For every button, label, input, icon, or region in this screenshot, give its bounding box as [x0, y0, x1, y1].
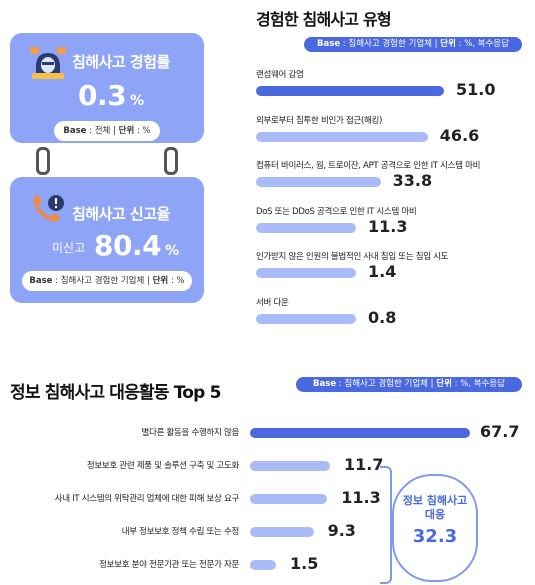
response-activity-label: 정보보호 분야 전문기관 또는 전문가 자문 [99, 560, 239, 570]
experience-rate-title: 침해사고 경험률 [72, 53, 170, 71]
response-activity-bar [250, 560, 276, 570]
incident-type-base-tag: Base : 침해사고 경험한 기업체 | 단위 : %, 복수응답 [304, 37, 522, 52]
incident-type-value: 0.8 [368, 307, 397, 327]
incident-type-bar [256, 313, 356, 324]
report-rate-title: 침해사고 신고율 [72, 205, 170, 223]
response-activity-title: 정보 침해사고 대응활동 Top 5 [10, 383, 222, 403]
incident-type-label: 컴퓨터 바이러스, 웜, 트로이잔, APT 공격으로 인한 IT 시스템 마비 [256, 161, 481, 171]
binder-ring-left [36, 147, 50, 175]
report-base-pill: Base : 침해사고 경험한 기업체 | 단위 : % [22, 271, 192, 291]
experience-rate-value: 0.3% [78, 79, 144, 112]
response-activity-label: 사내 IT 시스템의 위탁관리 업체에 대한 피해 보상 요구 [54, 494, 240, 504]
response-activity-label: 내부 정보보호 정책 수립 또는 수정 [121, 527, 240, 537]
hacker-icon [30, 47, 66, 79]
response-activity-value: 1.5 [290, 554, 319, 573]
incident-type-title: 경험한 침해사고 유형 [256, 10, 392, 29]
report-rate-card: 침해사고 신고율 미신고 80.4% Base : 침해사고 경험한 기업체 |… [10, 177, 204, 303]
incident-type-label: 랜섬웨어 감염 [256, 70, 304, 80]
incident-type-bar [256, 86, 444, 96]
response-activity-bar [250, 494, 328, 504]
response-activity-label: 정보보호 관련 제품 및 솔루션 구축 및 고도화 [86, 461, 239, 471]
response-activity-label: 별다른 활동을 수행하지 않음 [141, 428, 240, 438]
binder-ring-right [164, 147, 178, 175]
response-activity-value: 67.7 [480, 422, 520, 441]
experience-base-pill: Base : 전체 | 단위 : % [54, 121, 160, 141]
response-activity-bar [250, 461, 330, 471]
summary-value: 32.3 [412, 526, 458, 547]
incident-type-value: 46.6 [439, 125, 480, 145]
report-rate-value: 80.4% [94, 229, 179, 262]
incident-type-value: 33.8 [392, 171, 433, 190]
incident-type-bar [256, 268, 356, 278]
summary-label: 정보 침해사고 대응 [402, 494, 468, 521]
incident-type-label: DoS 또는 DDoS 공격으로 인한 IT 시스템 마비 [256, 206, 417, 217]
incident-type-value: 1.4 [368, 262, 397, 281]
incident-type-bar [256, 177, 381, 187]
incident-type-label: 인가받지 않은 인원의 불법적인 사내 침입 또는 침입 시도 [256, 252, 449, 262]
response-activity-value: 9.3 [327, 521, 356, 540]
response-base-tag: Base : 침해사고 경험한 기업체 | 단위 : %, 복수응답 [296, 377, 522, 392]
response-activity-value: 11.3 [341, 488, 381, 507]
response-activity-bar [250, 527, 314, 537]
response-activity-value: 11.7 [344, 455, 384, 474]
response-summary-box: 정보 침해사고 대응 32.3 [392, 474, 478, 582]
report-rate-prefix: 미신고 [52, 241, 86, 255]
incident-type-bar [256, 222, 356, 233]
summary-bracket [380, 466, 392, 584]
incident-type-label: 서버 다운 [256, 297, 289, 308]
incident-type-bar [256, 131, 428, 142]
phone-alert-icon [33, 195, 64, 222]
response-activity-bar [250, 428, 470, 438]
incident-type-label: 외부로부터 침투한 비인가 접근(해킹) [256, 115, 383, 126]
incident-type-value: 11.3 [368, 216, 408, 236]
experience-rate-card: 침해사고 경험률 0.3% Base : 전체 | 단위 : % [10, 33, 204, 143]
incident-type-value: 51.0 [456, 80, 496, 99]
